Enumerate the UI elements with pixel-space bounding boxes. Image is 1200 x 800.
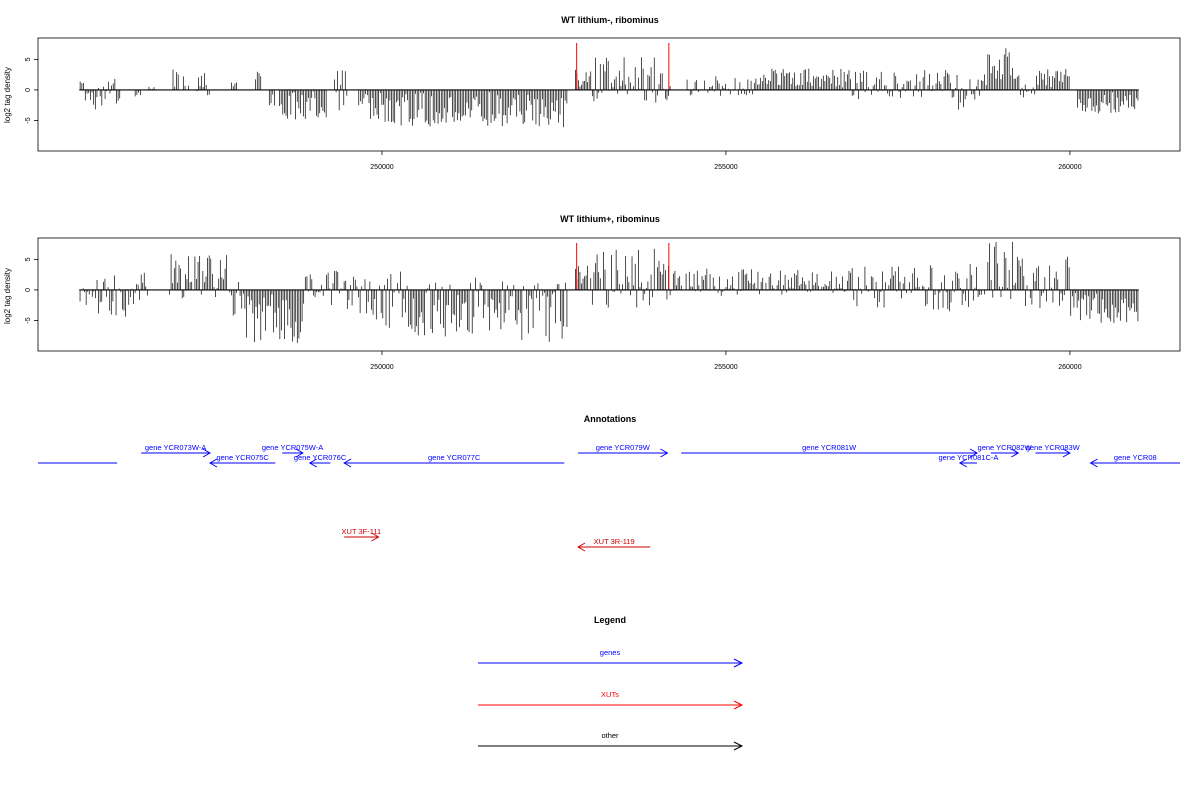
gene-annotation: gene YCR077C (343, 453, 565, 468)
legend-items: genes XUTs other (478, 648, 744, 751)
xut-annotation: XUT 3R-119 (577, 537, 651, 552)
annotation-label: gene YCR076C (294, 453, 347, 462)
legend-label: XUTs (601, 690, 619, 699)
arrowhead (1062, 448, 1071, 458)
x-axis: 250000 255000 260000 (370, 151, 1082, 171)
legend-title: Legend (594, 615, 626, 625)
annotation-label: gene YCR075W-A (262, 443, 323, 452)
y-tick-label: 5 (25, 57, 32, 61)
annotation-label: gene YCR081C-A (939, 453, 999, 462)
arrowhead (208, 458, 218, 468)
y-tick-label: -5 (25, 117, 32, 123)
gene-annotation: gene YCR075C (208, 453, 276, 468)
arrowhead (1011, 448, 1020, 458)
legend-arrowhead (733, 658, 744, 668)
x-axis: 250000 255000 260000 (370, 351, 1082, 371)
annotation-label: XUT 3R-119 (594, 537, 635, 546)
annotation-label: gene YCR079W (596, 443, 651, 452)
gene-annotation: gene YCR083W (1026, 443, 1081, 458)
legend-entry: other (478, 731, 744, 751)
arrowhead (343, 458, 352, 468)
y-axis-label: log2 tag density (3, 67, 12, 123)
annotation-label: gene YCR075C (216, 453, 269, 462)
annotation-label: gene YCR081W (802, 443, 857, 452)
marker-lines (576, 243, 670, 290)
annotation-label: gene YCR08 (1114, 453, 1157, 462)
gene-annotation: gene YCR073W-A (141, 443, 211, 458)
annotations-title: Annotations (584, 414, 637, 424)
annotation-label: gene YCR082W (978, 443, 1033, 452)
x-tick-label: 255000 (714, 364, 737, 371)
plot-frame (37, 237, 1181, 352)
plot-frame (37, 37, 1181, 152)
gene-annotation: gene YCR075W-A (262, 443, 323, 458)
marker-lines (576, 43, 670, 90)
annotation-label: gene YCR073W-A (145, 443, 206, 452)
x-tick-label: 260000 (1058, 364, 1081, 371)
arrowhead (958, 458, 968, 468)
y-tick-label: 0 (25, 88, 32, 92)
legend-label: genes (600, 648, 621, 657)
panel-title: WT lithium-, ribominus (561, 15, 659, 25)
y-tick-label: 0 (25, 288, 32, 292)
annotation-label: gene YCR083W (1026, 443, 1081, 452)
arrowhead (295, 448, 304, 458)
gene-annotation: gene YCR079W (578, 443, 669, 458)
x-tick-label: 255000 (714, 164, 737, 171)
xut-annotation: XUT 3F-111 (342, 527, 382, 542)
arrowhead (577, 542, 586, 552)
gene-annotation: gene YCR081C-A (939, 453, 999, 468)
x-tick-label: 250000 (370, 364, 393, 371)
arrowhead (202, 448, 211, 458)
gene-annotation: gene YCR081W (681, 443, 979, 458)
y-axis: -5 0 5 (25, 57, 38, 124)
y-tick-label: 5 (25, 257, 32, 261)
gene-annotation: gene YCR08 (1089, 453, 1180, 468)
panel-title: WT lithium+, ribominus (560, 214, 660, 224)
y-tick-label: -5 (25, 317, 32, 323)
y-axis: -5 0 5 (25, 257, 38, 324)
legend-arrowhead (733, 741, 744, 751)
gene-annotation: gene YCR076C (294, 453, 347, 468)
density-bars (79, 241, 1139, 343)
x-tick-label: 250000 (370, 164, 393, 171)
annotation-label: gene YCR077C (428, 453, 481, 462)
gene-annotation: gene YCR082W (978, 443, 1033, 458)
legend-entry: genes (478, 648, 744, 668)
density-panel-lithium-plus: WT lithium+, ribominus log2 tag density … (3, 214, 1181, 371)
legend-label: other (601, 731, 619, 740)
annotation-label: XUT 3F-111 (342, 527, 382, 536)
density-bars (79, 48, 1139, 128)
legend-arrowhead (733, 700, 744, 710)
density-panel-lithium-minus: WT lithium-, ribominus log2 tag density … (3, 15, 1181, 171)
arrowhead (308, 458, 317, 468)
legend-entry: XUTs (478, 690, 744, 710)
arrowhead (969, 448, 979, 458)
legend: Legend genes XUTs other (478, 615, 744, 751)
arrowhead (371, 532, 380, 542)
arrowhead (1089, 458, 1098, 468)
arrowhead (660, 448, 669, 458)
y-axis-label: log2 tag density (3, 268, 12, 324)
x-tick-label: 260000 (1058, 164, 1081, 171)
